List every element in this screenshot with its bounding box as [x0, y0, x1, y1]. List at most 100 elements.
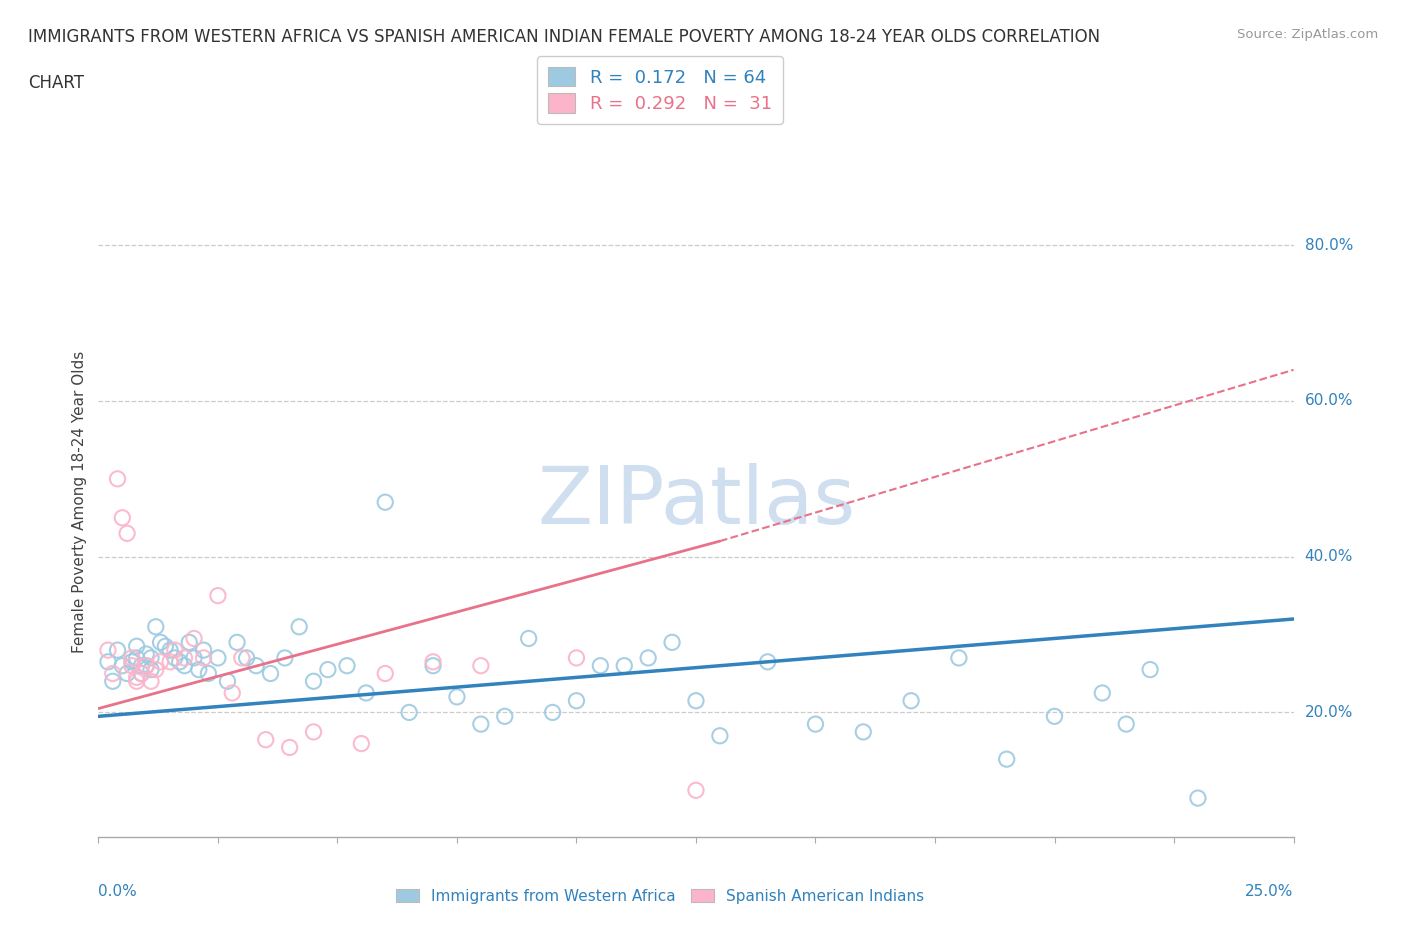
Point — [470, 658, 492, 673]
Point — [254, 732, 277, 747]
Point — [207, 588, 229, 603]
Point — [131, 666, 153, 681]
Point — [302, 674, 325, 689]
Point — [217, 674, 239, 689]
Point — [302, 724, 325, 739]
Point — [111, 658, 134, 673]
Point — [1139, 662, 1161, 677]
Point — [155, 639, 177, 654]
Point — [422, 658, 444, 673]
Point — [274, 650, 297, 665]
Y-axis label: Female Poverty Among 18-24 Year Olds: Female Poverty Among 18-24 Year Olds — [72, 352, 87, 654]
Point — [565, 650, 588, 665]
Point — [398, 705, 420, 720]
Point — [685, 693, 707, 708]
Point — [197, 666, 219, 681]
Point — [107, 643, 129, 658]
Point — [374, 666, 396, 681]
Point — [149, 655, 172, 670]
Point — [288, 619, 311, 634]
Point — [336, 658, 359, 673]
Point — [121, 658, 143, 673]
Point — [374, 495, 396, 510]
Point — [97, 655, 120, 670]
Point — [900, 693, 922, 708]
Point — [145, 619, 167, 634]
Text: ZIPatlas: ZIPatlas — [537, 463, 855, 541]
Point — [1043, 709, 1066, 724]
Point — [101, 666, 124, 681]
Point — [948, 650, 970, 665]
Text: CHART: CHART — [28, 74, 84, 92]
Point — [316, 662, 339, 677]
Point — [852, 724, 875, 739]
Point — [149, 635, 172, 650]
Point — [1091, 685, 1114, 700]
Point — [107, 472, 129, 486]
Point — [139, 650, 162, 665]
Point — [541, 705, 564, 720]
Point — [139, 662, 162, 677]
Point — [756, 655, 779, 670]
Point — [1187, 790, 1209, 805]
Point — [709, 728, 731, 743]
Point — [121, 650, 143, 665]
Point — [235, 650, 257, 665]
Text: IMMIGRANTS FROM WESTERN AFRICA VS SPANISH AMERICAN INDIAN FEMALE POVERTY AMONG 1: IMMIGRANTS FROM WESTERN AFRICA VS SPANIS… — [28, 28, 1101, 46]
Text: 0.0%: 0.0% — [98, 884, 138, 899]
Point — [221, 685, 243, 700]
Point — [131, 658, 153, 673]
Point — [115, 666, 138, 681]
Point — [193, 643, 215, 658]
Point — [159, 643, 181, 658]
Legend: Immigrants from Western Africa, Spanish American Indians: Immigrants from Western Africa, Spanish … — [389, 883, 931, 910]
Point — [125, 639, 148, 654]
Point — [145, 662, 167, 677]
Point — [354, 685, 377, 700]
Point — [226, 635, 249, 650]
Point — [207, 650, 229, 665]
Point — [159, 655, 181, 670]
Point — [139, 674, 162, 689]
Point — [115, 525, 138, 540]
Point — [125, 674, 148, 689]
Point — [661, 635, 683, 650]
Point — [231, 650, 253, 665]
Point — [995, 751, 1018, 766]
Point — [135, 658, 157, 673]
Text: 60.0%: 60.0% — [1305, 393, 1353, 408]
Text: Source: ZipAtlas.com: Source: ZipAtlas.com — [1237, 28, 1378, 41]
Point — [613, 658, 636, 673]
Point — [187, 662, 209, 677]
Point — [685, 783, 707, 798]
Text: 80.0%: 80.0% — [1305, 238, 1353, 253]
Point — [163, 643, 186, 658]
Text: 40.0%: 40.0% — [1305, 550, 1353, 565]
Point — [179, 635, 201, 650]
Point — [131, 666, 153, 681]
Point — [446, 689, 468, 704]
Point — [470, 717, 492, 732]
Point — [494, 709, 516, 724]
Point — [183, 631, 205, 646]
Point — [637, 650, 659, 665]
Point — [422, 655, 444, 670]
Point — [169, 655, 191, 670]
Point — [111, 511, 134, 525]
Point — [121, 655, 143, 670]
Point — [101, 674, 124, 689]
Point — [245, 658, 267, 673]
Point — [163, 650, 186, 665]
Point — [278, 740, 301, 755]
Point — [804, 717, 827, 732]
Point — [97, 643, 120, 658]
Point — [193, 650, 215, 665]
Point — [259, 666, 281, 681]
Point — [173, 658, 195, 673]
Text: 25.0%: 25.0% — [1246, 884, 1294, 899]
Point — [173, 650, 195, 665]
Point — [135, 658, 157, 673]
Point — [183, 650, 205, 665]
Point — [565, 693, 588, 708]
Point — [125, 670, 148, 684]
